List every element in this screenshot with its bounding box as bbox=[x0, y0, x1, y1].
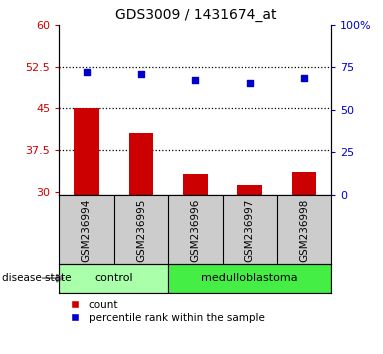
Bar bbox=[129, 133, 153, 195]
FancyBboxPatch shape bbox=[59, 195, 114, 264]
FancyBboxPatch shape bbox=[59, 264, 168, 293]
Point bbox=[192, 77, 198, 83]
Bar bbox=[292, 172, 316, 195]
Text: GSM236997: GSM236997 bbox=[245, 198, 255, 262]
Text: disease state: disease state bbox=[2, 273, 71, 283]
Bar bbox=[237, 185, 262, 195]
FancyBboxPatch shape bbox=[114, 195, 168, 264]
FancyBboxPatch shape bbox=[168, 195, 223, 264]
Text: control: control bbox=[95, 273, 133, 283]
Point bbox=[301, 75, 307, 81]
Bar bbox=[74, 108, 99, 195]
Point bbox=[83, 69, 90, 74]
Text: GSM236998: GSM236998 bbox=[299, 198, 309, 262]
Text: GSM236994: GSM236994 bbox=[82, 198, 92, 262]
FancyBboxPatch shape bbox=[168, 264, 331, 293]
Point bbox=[247, 81, 253, 86]
Point bbox=[138, 71, 144, 77]
Title: GDS3009 / 1431674_at: GDS3009 / 1431674_at bbox=[115, 8, 276, 22]
Text: medulloblastoma: medulloblastoma bbox=[201, 273, 298, 283]
FancyBboxPatch shape bbox=[223, 195, 277, 264]
FancyBboxPatch shape bbox=[277, 195, 331, 264]
Bar bbox=[183, 174, 208, 195]
Legend: count, percentile rank within the sample: count, percentile rank within the sample bbox=[65, 300, 264, 323]
Text: GSM236996: GSM236996 bbox=[190, 198, 200, 262]
Text: GSM236995: GSM236995 bbox=[136, 198, 146, 262]
